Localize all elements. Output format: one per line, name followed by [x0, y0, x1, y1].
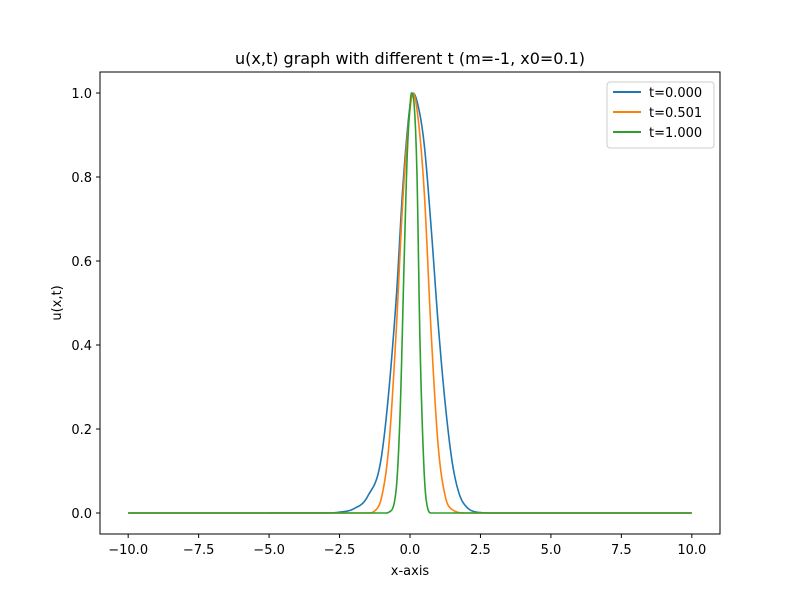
legend-label: t=1.000 — [649, 126, 702, 141]
y-tick-label: 1.0 — [71, 87, 92, 102]
legend-label: t=0.000 — [649, 86, 702, 101]
y-axis-ticks: 0.0 0.2 0.4 0.6 0.8 1.0 — [71, 87, 100, 522]
series-line-3 — [128, 92, 692, 514]
x-tick-label: −10.0 — [108, 543, 148, 558]
legend-label: t=0.501 — [649, 106, 702, 121]
x-tick-label: 10.0 — [677, 543, 706, 558]
y-tick-label: 0.4 — [71, 339, 92, 354]
y-tick-label: 0.8 — [71, 171, 92, 186]
x-tick-label: −5.0 — [253, 543, 285, 558]
x-tick-label: 7.5 — [611, 543, 632, 558]
series-lines — [128, 92, 692, 514]
x-axis-label: x-axis — [391, 564, 430, 579]
y-tick-label: 0.6 — [71, 255, 92, 270]
x-axis-ticks: −10.0 −7.5 −5.0 −2.5 0.0 2.5 5.0 7.5 10.0 — [108, 534, 706, 558]
x-tick-label: 2.5 — [470, 543, 491, 558]
x-tick-label: −7.5 — [183, 543, 215, 558]
y-tick-label: 0.2 — [71, 423, 92, 438]
y-axis-label: u(x,t) — [50, 285, 65, 320]
legend: t=0.000 t=0.501 t=1.000 — [606, 81, 715, 149]
y-tick-label: 0.0 — [71, 507, 92, 522]
x-tick-label: 0.0 — [400, 543, 421, 558]
x-tick-label: 5.0 — [541, 543, 562, 558]
x-tick-label: −2.5 — [324, 543, 356, 558]
chart-title: u(x,t) graph with different t (m=-1, x0=… — [235, 49, 585, 68]
